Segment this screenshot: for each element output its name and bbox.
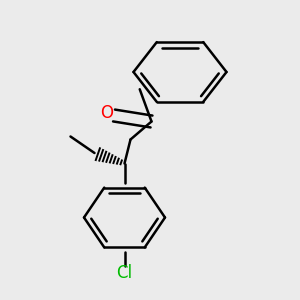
Text: Cl: Cl [116, 264, 133, 282]
Text: O: O [100, 104, 113, 122]
